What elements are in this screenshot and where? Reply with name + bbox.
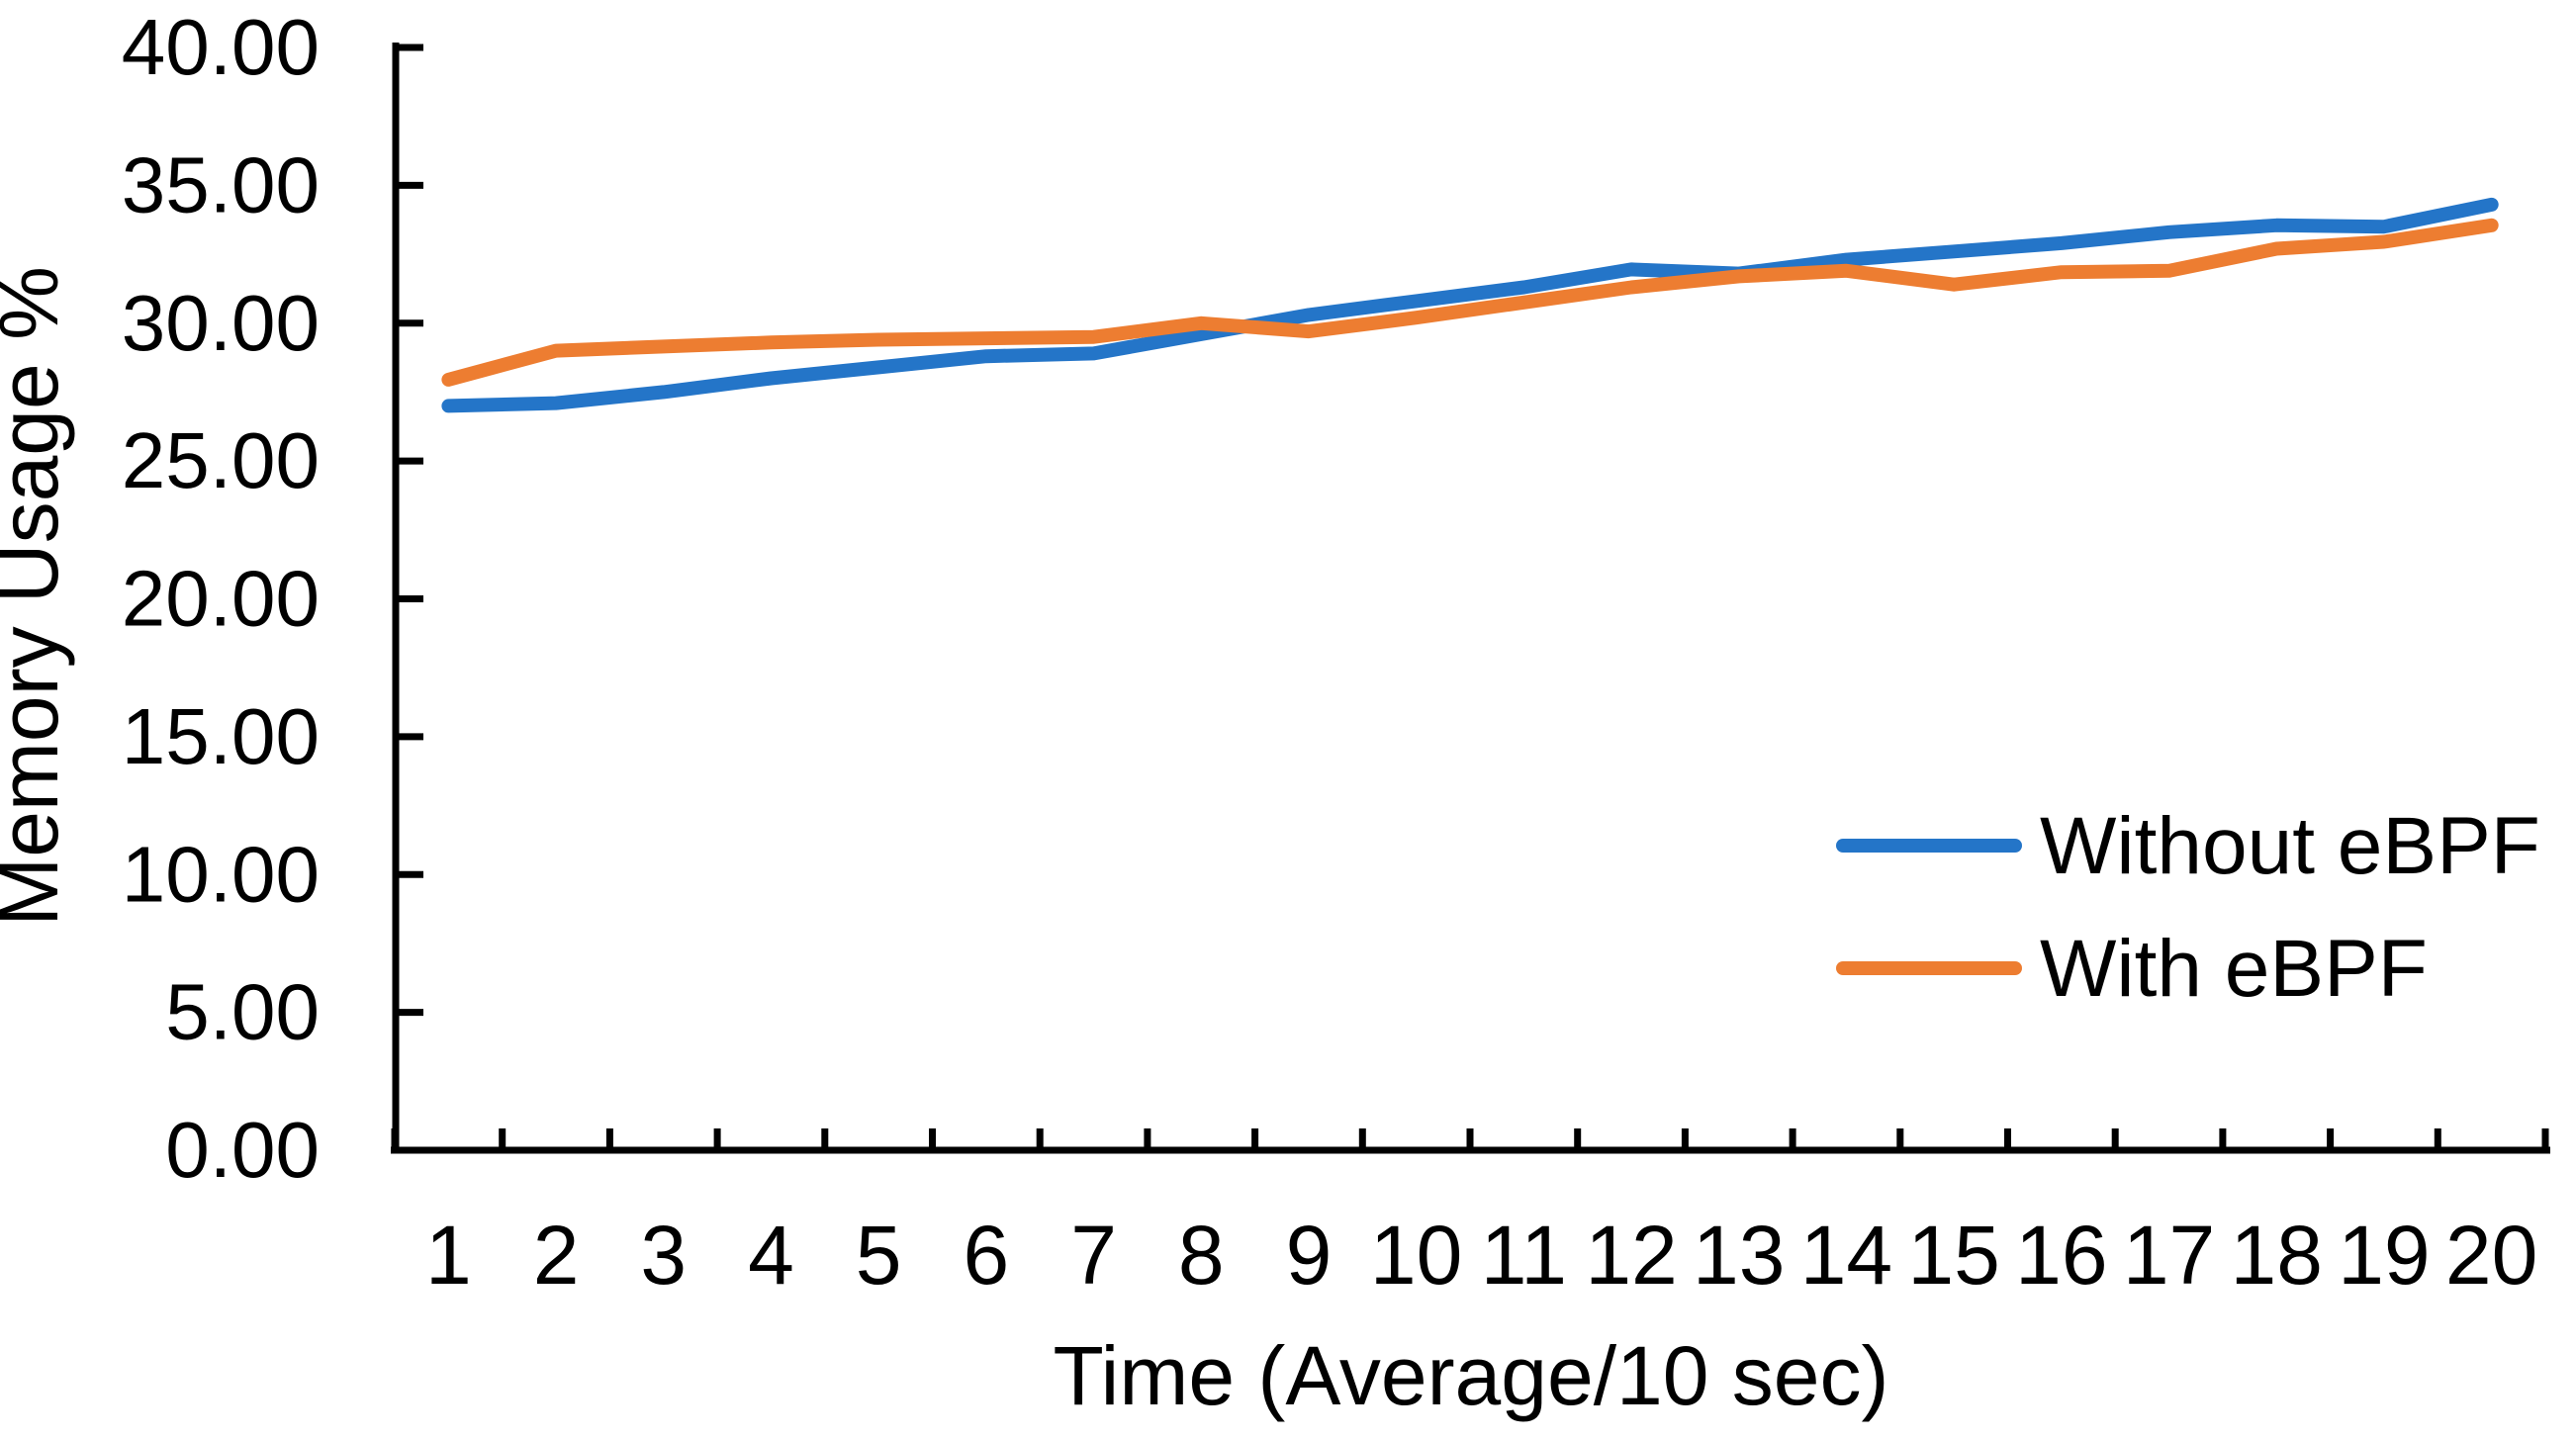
- x-tick-label: 19: [2338, 1209, 2430, 1302]
- x-tick-label: 17: [2123, 1209, 2215, 1302]
- x-tick-label: 10: [1370, 1209, 1462, 1302]
- x-tick-label: 14: [1800, 1209, 1892, 1302]
- x-tick-label: 1: [425, 1209, 472, 1302]
- series-line-with-ebpf: [441, 218, 2499, 387]
- y-tick-label: 20.00: [122, 555, 320, 643]
- y-tick-label: 15.00: [122, 692, 320, 780]
- legend-item-with-ebpf: With eBPF: [1836, 924, 2428, 1014]
- x-tick-label: 7: [1070, 1209, 1117, 1302]
- y-tick-label: 10.00: [122, 830, 320, 918]
- legend: Without eBPF With eBPF: [1836, 801, 2540, 1014]
- x-tick-label: 2: [533, 1209, 580, 1302]
- y-tick-label: 5.00: [165, 968, 320, 1056]
- x-tick-label: 16: [2015, 1209, 2107, 1302]
- x-axis-title: Time (Average/10 sec): [1053, 1329, 1888, 1422]
- x-tick-label: 20: [2445, 1209, 2537, 1302]
- x-tick-label: 4: [748, 1209, 794, 1302]
- axes-group: 0.00 5.00 10.00 15.00 20.00 25.00 30.00 35.00 40…: [122, 3, 2550, 1302]
- y-tick-label: 25.00: [122, 416, 320, 504]
- x-tick-label: 8: [1178, 1209, 1225, 1302]
- legend-item-without-ebpf: Without eBPF: [1836, 801, 2540, 891]
- y-tick-label: 0.00: [165, 1106, 320, 1194]
- y-tick-label: 40.00: [122, 3, 320, 91]
- y-tick-label: 30.00: [122, 279, 320, 367]
- x-tick-label: 12: [1585, 1209, 1677, 1302]
- x-tick-label: 3: [640, 1209, 687, 1302]
- series-line-without-ebpf: [441, 197, 2499, 413]
- x-tick-label: 9: [1286, 1209, 1333, 1302]
- legend-label-with-ebpf: With eBPF: [2040, 924, 2428, 1014]
- legend-label-without-ebpf: Without eBPF: [2040, 801, 2540, 891]
- x-tick-label: 13: [1693, 1209, 1785, 1302]
- y-axis-title: Memory Usage %: [0, 266, 75, 927]
- x-tick-label: 5: [856, 1209, 902, 1302]
- series-group: [441, 197, 2499, 413]
- y-tick-label: 35.00: [122, 140, 320, 228]
- x-tick-label: 6: [963, 1209, 1009, 1302]
- x-tick-label: 18: [2231, 1209, 2323, 1302]
- x-tick-label: 15: [1907, 1209, 1999, 1302]
- x-tick-label: 11: [1481, 1209, 1567, 1302]
